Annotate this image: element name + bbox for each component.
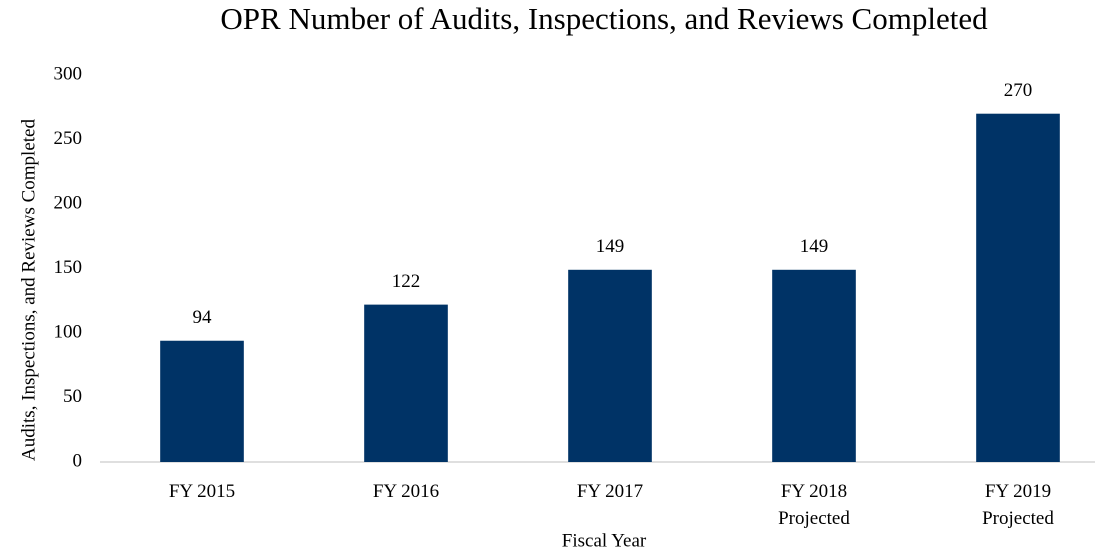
y-tick-label: 250	[54, 128, 83, 149]
chart-title: OPR Number of Audits, Inspections, and R…	[220, 1, 988, 36]
bar	[364, 304, 448, 462]
x-tick-label: FY 2019 Projected	[982, 481, 1054, 529]
bar	[568, 269, 652, 462]
y-tick-label: 50	[63, 386, 82, 407]
data-label: 149	[596, 236, 625, 257]
data-label: 149	[800, 236, 829, 257]
x-tick-label: FY 2016	[372, 481, 440, 502]
bar	[772, 269, 856, 462]
y-tick-label: 0	[73, 450, 83, 471]
x-tick-label: FY 2017	[576, 481, 644, 502]
x-tick-label: FY 2015	[168, 481, 236, 502]
y-tick-label: 300	[54, 63, 83, 84]
bar	[976, 113, 1060, 462]
y-axis-label: Audits, Inspections, and Reviews Complet…	[18, 119, 39, 461]
y-tick-label: 100	[54, 321, 83, 342]
bar	[160, 340, 244, 462]
y-tick-label: 200	[54, 192, 83, 213]
y-tick-label: 150	[54, 257, 83, 278]
data-label: 270	[1004, 80, 1033, 101]
x-tick-label: FY 2018 Projected	[778, 481, 850, 529]
x-axis-label: Fiscal Year	[562, 530, 647, 551]
data-label: 94	[193, 307, 213, 328]
data-label: 122	[392, 271, 421, 292]
